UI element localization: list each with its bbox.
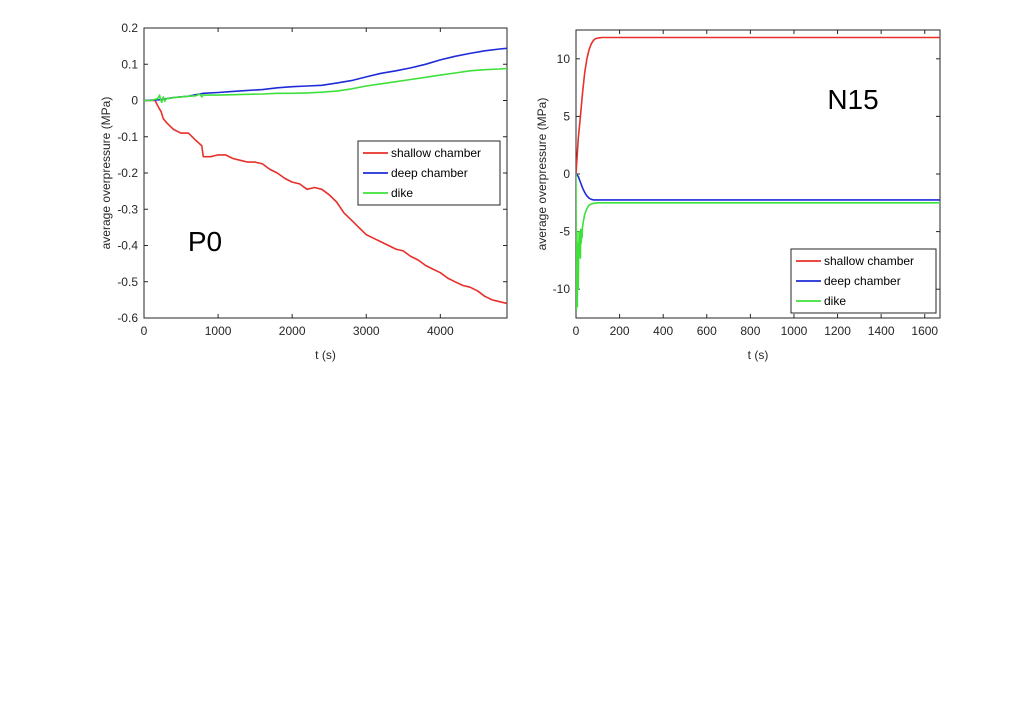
right-x-tick-label: 600 bbox=[697, 324, 717, 338]
right-legend-entry: deep chamber bbox=[824, 274, 901, 288]
left-panel-label: P0 bbox=[188, 226, 222, 257]
left-x-axis-label: t (s) bbox=[315, 348, 336, 362]
left-series-deep-chamber-line bbox=[144, 47, 507, 102]
right-y-tick-label: -5 bbox=[559, 225, 570, 239]
right-x-tick-label: 800 bbox=[740, 324, 760, 338]
left-series-shallow-chamber-line bbox=[144, 99, 507, 305]
left-legend-entry: dike bbox=[391, 186, 413, 200]
left-y-tick-label: -0.3 bbox=[117, 202, 138, 216]
right-y-tick-label: 10 bbox=[557, 52, 571, 66]
right-chart: 0 200 400 600 800 1000 1200 1400 1600 10 5 0 -5 -10 t … bbox=[535, 29, 941, 362]
right-x-tick-label: 1400 bbox=[868, 324, 895, 338]
left-chart: 0 1000 2000 3000 4000 0.2 0.1 0 -0.1 -0.2 -0.3 -0.4… bbox=[99, 21, 508, 362]
left-y-tick-label: -0.2 bbox=[117, 166, 138, 180]
left-x-tick-label: 1000 bbox=[205, 324, 232, 338]
right-series-deep-chamber-line bbox=[576, 173, 940, 201]
left-x-tick-label: 0 bbox=[141, 324, 148, 338]
right-legend-entry: dike bbox=[824, 294, 846, 308]
left-y-tick-label: -0.4 bbox=[117, 239, 138, 253]
right-y-tick-label: -10 bbox=[553, 282, 571, 296]
left-y-tick-label: 0.1 bbox=[121, 57, 138, 71]
left-x-tick-label: 4000 bbox=[427, 324, 454, 338]
left-legend: shallow chamber deep chamber dike bbox=[357, 140, 501, 206]
right-legend-entry: shallow chamber bbox=[824, 254, 914, 268]
left-x-tick-label: 3000 bbox=[353, 324, 380, 338]
right-y-tick-label: 0 bbox=[563, 167, 570, 181]
right-x-tick-label: 1600 bbox=[911, 324, 938, 338]
right-x-tick-label: 0 bbox=[573, 324, 580, 338]
left-y-axis-label: average overpressure (MPa) bbox=[99, 97, 113, 250]
left-y-tick-label: -0.1 bbox=[117, 130, 138, 144]
right-x-axis-label: t (s) bbox=[748, 348, 769, 362]
right-legend: shallow chamber deep chamber dike bbox=[790, 248, 937, 314]
left-legend-entry: deep chamber bbox=[391, 166, 468, 180]
left-y-tick-label: 0 bbox=[131, 94, 138, 108]
left-y-tick-label: -0.6 bbox=[117, 311, 138, 325]
right-series-shallow-chamber-line bbox=[576, 36, 940, 175]
right-series-dike-line bbox=[576, 173, 940, 311]
right-x-tick-label: 1000 bbox=[781, 324, 808, 338]
right-x-tick-label: 400 bbox=[653, 324, 673, 338]
right-y-tick-label: 5 bbox=[563, 109, 570, 123]
left-y-tick-label: -0.5 bbox=[117, 275, 138, 289]
left-x-tick-label: 2000 bbox=[279, 324, 306, 338]
left-legend-entry: shallow chamber bbox=[391, 146, 481, 160]
right-panel-label: N15 bbox=[827, 84, 878, 115]
left-y-tick-label: 0.2 bbox=[121, 21, 138, 35]
left-series-dike-line bbox=[144, 67, 507, 104]
right-x-tick-label: 1200 bbox=[824, 324, 851, 338]
right-x-tick-label: 200 bbox=[610, 324, 630, 338]
right-y-axis-label: average overpressure (MPa) bbox=[535, 98, 549, 251]
